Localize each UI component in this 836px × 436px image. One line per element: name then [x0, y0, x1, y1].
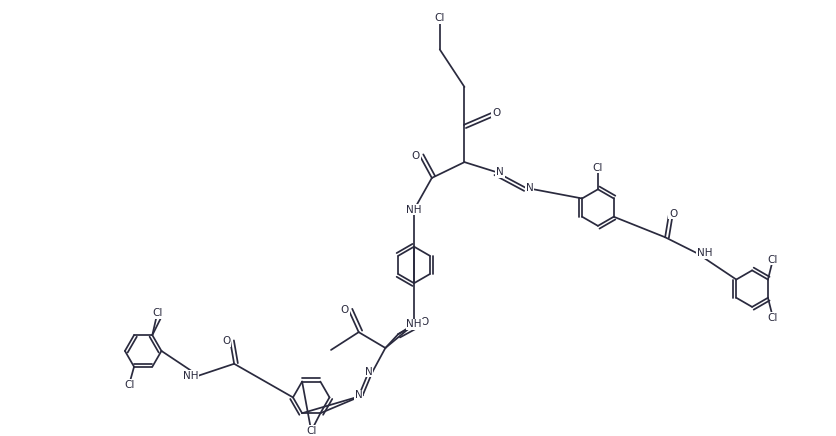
Text: Cl: Cl — [124, 380, 134, 389]
Text: O: O — [668, 208, 676, 218]
Text: NH: NH — [405, 319, 421, 329]
Text: Cl: Cl — [152, 308, 162, 318]
Text: O: O — [492, 108, 500, 118]
Text: N: N — [496, 167, 503, 177]
Text: O: O — [340, 305, 349, 315]
Text: O: O — [411, 151, 420, 161]
Text: Cl: Cl — [306, 426, 316, 436]
Text: O: O — [420, 317, 428, 327]
Text: N: N — [364, 367, 372, 377]
Text: N: N — [525, 183, 533, 193]
Text: NH: NH — [405, 204, 421, 215]
Text: Cl: Cl — [767, 313, 777, 323]
Text: N: N — [354, 390, 362, 400]
Text: Cl: Cl — [434, 13, 445, 23]
Text: O: O — [222, 336, 230, 346]
Text: NH: NH — [183, 371, 198, 381]
Text: Cl: Cl — [767, 255, 777, 265]
Text: Cl: Cl — [592, 163, 603, 173]
Text: NH: NH — [696, 248, 711, 258]
